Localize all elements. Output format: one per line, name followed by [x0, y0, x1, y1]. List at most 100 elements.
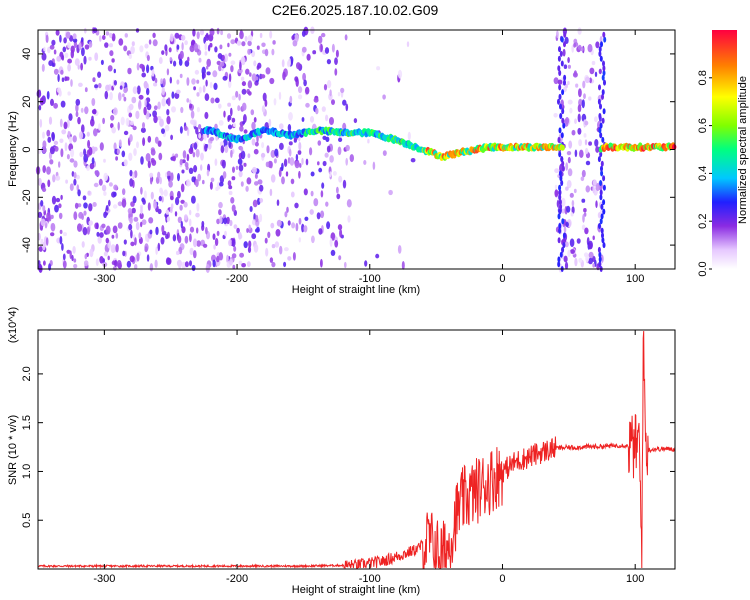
spectrogram-cell — [558, 93, 562, 100]
spectrogram-cell — [140, 221, 143, 228]
spectrogram-cell — [286, 206, 289, 213]
spectrogram-cell — [577, 127, 582, 135]
spectrogram-cell — [601, 232, 604, 239]
spectrogram-cell — [86, 131, 90, 137]
spectrogram-cell — [216, 218, 221, 225]
spectrogram-cell — [144, 246, 148, 253]
spectrogram-cell — [57, 74, 60, 82]
spectrogram-cell — [209, 81, 213, 89]
spectrogram-cell — [67, 91, 71, 96]
spectrogram-cell — [55, 29, 60, 36]
spectrogram-cell — [283, 158, 288, 167]
spectrogram-cell — [252, 199, 258, 208]
spectrogram-cell — [81, 37, 84, 43]
spectrogram-cell — [83, 148, 87, 156]
spectrogram-cell — [560, 60, 564, 67]
spectrogram-cell — [132, 195, 137, 204]
spectrogram-cell — [281, 162, 284, 171]
spectrogram-cell — [37, 211, 43, 218]
snr-xtick-label: -100 — [359, 573, 381, 585]
spectrogram-cell — [59, 235, 63, 245]
spectrogram-ytick-label: 0 — [21, 146, 33, 152]
spectrogram-cell — [561, 218, 565, 225]
spectrogram-cell — [143, 106, 147, 116]
spectrogram-cell — [602, 70, 606, 76]
spectrogram-cell — [147, 135, 152, 143]
spectrogram-cell — [77, 223, 82, 232]
spectrogram-cell — [166, 216, 171, 222]
spectrogram-cell — [256, 134, 259, 143]
spectrogram-cell — [313, 198, 319, 207]
spectrogram-cell — [334, 57, 338, 65]
spectrogram-cell — [575, 83, 579, 88]
spectrogram-cell — [582, 80, 586, 89]
spectrogram-cell — [190, 119, 195, 125]
spectrogram-cell — [560, 36, 564, 43]
spectrogram-cell — [290, 191, 295, 198]
spectrogram-cell — [51, 132, 55, 142]
spectrogram-cell — [209, 28, 215, 37]
spectrogram-cell — [320, 43, 323, 52]
spectrogram-cell — [147, 160, 151, 169]
spectrogram-cell — [180, 199, 185, 204]
spectrogram-cell — [326, 145, 331, 153]
spectrogram-cell — [298, 141, 302, 151]
spectrogram-cell — [259, 213, 263, 223]
spectrogram-cell — [66, 154, 70, 160]
spectrogram-cell — [601, 93, 604, 100]
spectrogram-cell — [82, 195, 87, 201]
spectrogram-cell — [597, 246, 601, 253]
spectrogram-cell — [157, 101, 161, 110]
spectrogram-cell — [169, 33, 174, 42]
spectrogram-cell — [251, 166, 257, 174]
spectrogram-cell — [161, 128, 165, 135]
snr-ytick-label: 2.0 — [21, 366, 33, 381]
snr-frame — [37, 329, 676, 570]
spectrogram-cell — [80, 62, 83, 71]
spectrogram-cell — [132, 125, 137, 131]
spectrogram-cell — [337, 146, 342, 156]
spectrogram-cell — [177, 173, 180, 182]
spectrogram-cell — [69, 183, 74, 191]
spectrogram-cell — [45, 34, 49, 43]
spectrogram-cell — [230, 149, 233, 158]
spectrogram-cell — [145, 97, 151, 103]
spectrogram-cell — [202, 85, 206, 93]
spectrogram-cell — [231, 204, 236, 212]
spectrogram-cell — [73, 160, 78, 168]
spectrogram-cell — [134, 170, 138, 179]
spectrogram-cell — [104, 42, 109, 48]
spectrogram-cell — [260, 74, 266, 79]
spectrogram-cell — [226, 254, 229, 264]
spectrogram-cell — [330, 249, 336, 256]
spectrogram-cell — [37, 232, 41, 241]
spectrogram-cell — [209, 136, 215, 142]
spectrogram-cell — [110, 123, 114, 129]
spectrogram-cell — [329, 89, 332, 97]
spectrogram-cell — [288, 148, 292, 157]
spectrogram-cell — [561, 108, 565, 115]
spectrogram-cell — [133, 216, 139, 222]
spectrogram-cell — [46, 90, 50, 100]
spectrogram-cell — [602, 199, 606, 206]
spectrogram-cell — [42, 131, 45, 139]
spectrogram-cell — [305, 86, 310, 95]
spectrogram-cell — [367, 138, 370, 144]
spectrogram-xlabel: Height of straight line (km) — [292, 284, 420, 296]
spectrogram-cell — [159, 118, 164, 128]
colorbar-gradient — [712, 30, 737, 269]
spectrogram-cell — [559, 113, 563, 119]
spectrogram-cell — [329, 238, 333, 247]
spectrogram-cell — [42, 187, 47, 192]
spectrogram-cell — [178, 58, 183, 66]
spectrogram-cell — [597, 156, 601, 163]
spectrogram-cell — [563, 79, 566, 86]
spectrogram-cell — [278, 91, 282, 100]
spectrogram-cell — [58, 203, 62, 209]
spectrogram-cell — [136, 252, 140, 262]
spectrogram-cell — [249, 72, 252, 77]
spectrogram-cell — [174, 32, 180, 39]
spectrogram-cell — [558, 170, 562, 177]
spectrogram-cell — [309, 147, 313, 156]
spectrogram-cell — [196, 31, 200, 40]
